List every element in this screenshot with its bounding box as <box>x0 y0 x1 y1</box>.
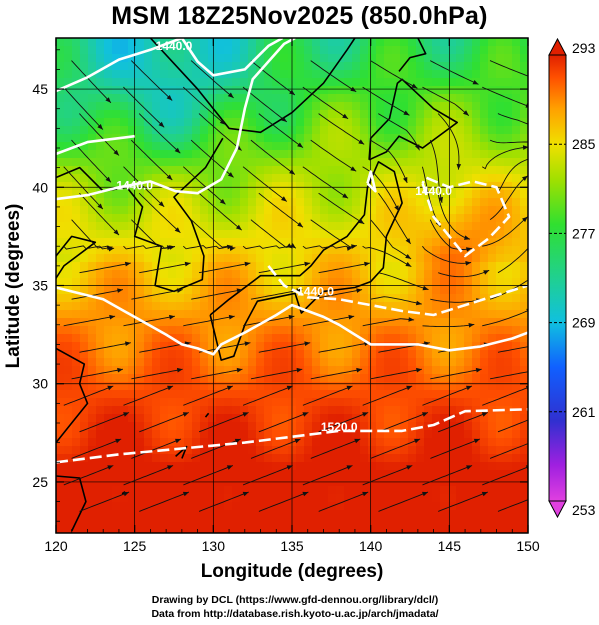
axes: 120 125 130 135 140 145 150 25 30 35 40 45 <box>32 38 540 554</box>
chart-title: MSM 18Z25Nov2025 (850.0hPa) <box>111 2 488 30</box>
colorbar-tick-label: 285 <box>572 136 596 152</box>
contour-line <box>267 265 528 317</box>
height-contours: 1440.0 1440.0 1440.0 1440.0 1520.0 <box>56 38 528 464</box>
coastlines <box>56 38 458 532</box>
temperature-field <box>56 38 528 533</box>
colorbar-scale <box>548 54 567 502</box>
colorbar: 293 285 277 269 261 253 <box>548 37 596 519</box>
credit-data: Data from http://database.rish.kyoto-u.a… <box>151 608 439 620</box>
credit-drawing: Drawing by DCL (https://www.gfd-dennou.o… <box>151 594 439 606</box>
colorbar-tick-label: 261 <box>572 404 596 420</box>
contour-line <box>56 38 183 93</box>
contour-line <box>56 286 528 356</box>
contour-label: 1440.0 <box>116 178 153 192</box>
colorbar-tick-label: 293 <box>572 40 596 56</box>
colorbar-max-arrow <box>548 37 567 56</box>
y-tick-label: 45 <box>32 81 48 97</box>
contour-label: 1440.0 <box>415 184 452 198</box>
contour-line <box>56 408 528 464</box>
y-axis-label: Latitude (degrees) <box>3 204 24 369</box>
colorbar-tick-label: 277 <box>572 225 596 241</box>
x-axis-label: Longitude (degrees) <box>201 561 384 582</box>
x-tick-label: 135 <box>280 538 304 554</box>
y-tick-label: 35 <box>32 278 48 294</box>
x-tick-label: 125 <box>123 538 147 554</box>
colorbar-tick-label: 269 <box>572 315 596 331</box>
y-tick-label: 25 <box>32 474 48 490</box>
contour-line <box>180 38 284 77</box>
contour-line <box>56 38 296 201</box>
contour-label: 1440.0 <box>297 284 334 298</box>
x-tick-label: 145 <box>438 538 462 554</box>
x-tick-label: 150 <box>516 538 540 554</box>
y-tick-label: 40 <box>32 179 48 195</box>
contour-label: 1440.0 <box>156 39 193 53</box>
contour-label: 1520.0 <box>321 420 358 434</box>
contour-line <box>421 176 511 258</box>
x-tick-label: 140 <box>359 538 383 554</box>
colorbar-min-arrow <box>548 500 567 519</box>
x-tick-label: 130 <box>202 538 226 554</box>
colorbar-tick-label: 253 <box>572 502 596 518</box>
contour-line <box>366 170 377 193</box>
y-tick-label: 30 <box>32 376 48 392</box>
contour-line <box>56 134 135 156</box>
streamlines <box>63 60 528 512</box>
x-tick-label: 120 <box>44 538 68 554</box>
graticule <box>56 38 528 533</box>
